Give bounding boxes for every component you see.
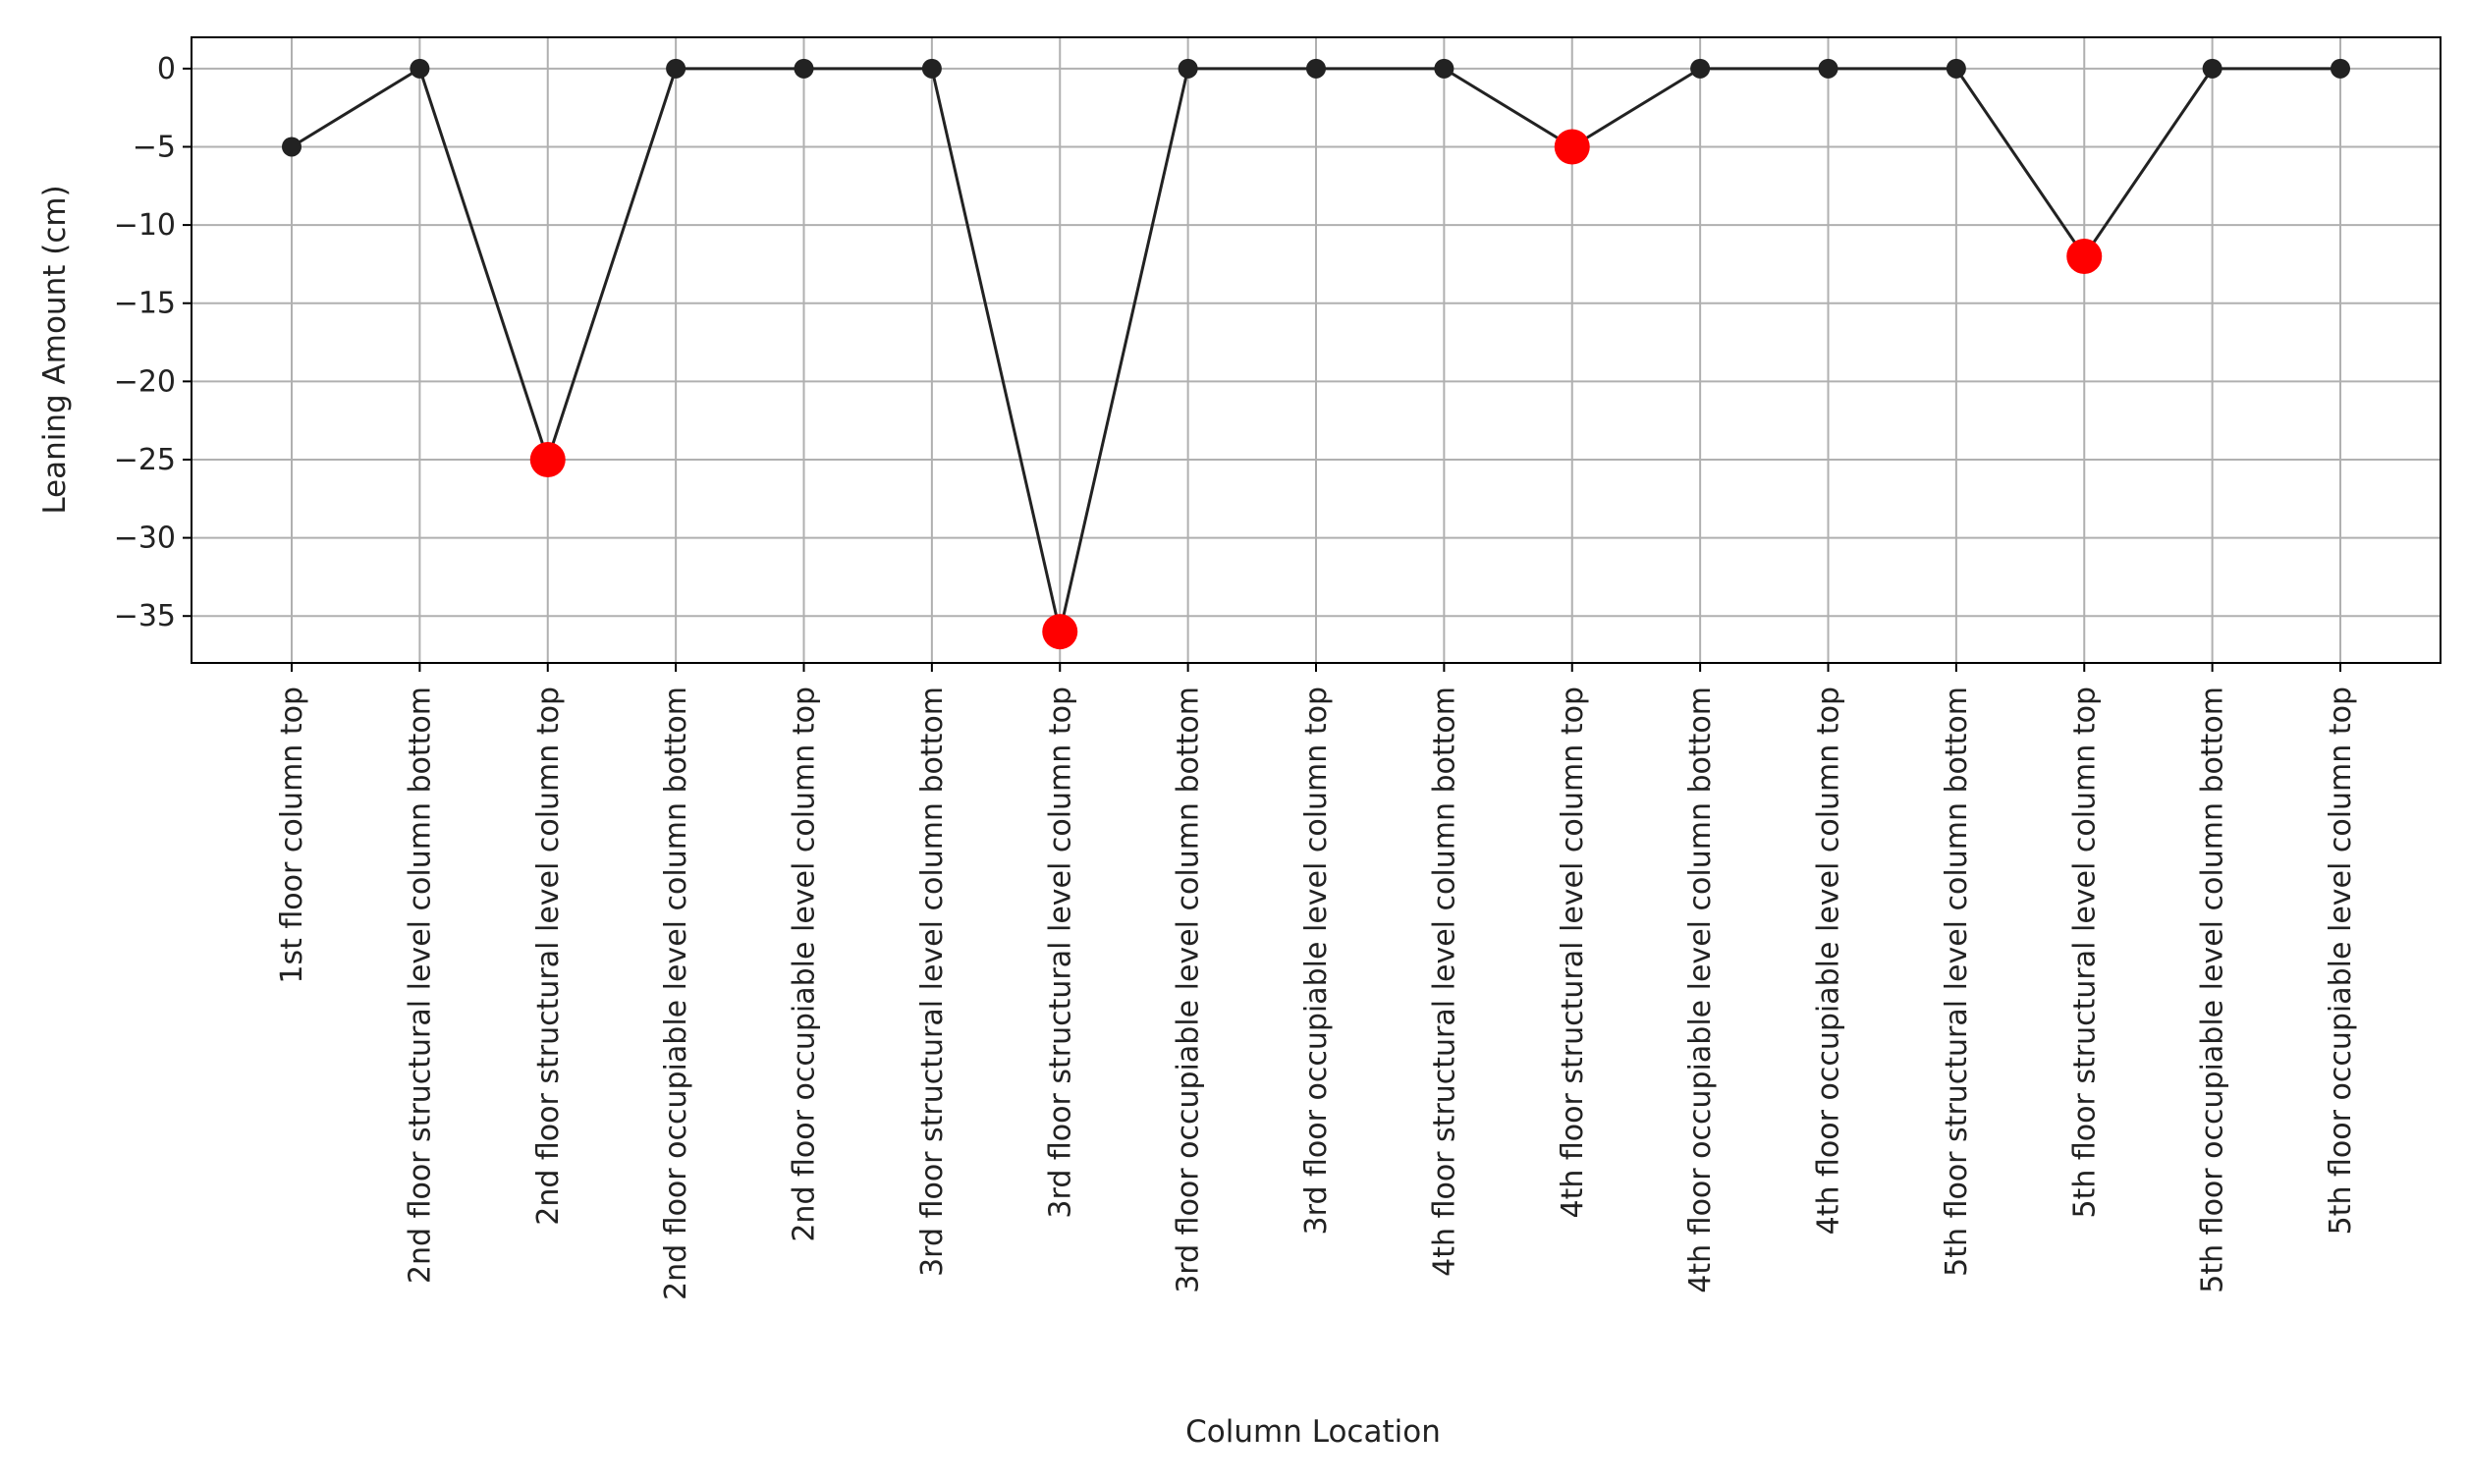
data-point xyxy=(1818,58,1838,79)
x-tick-label: 3rd floor structural level column bottom xyxy=(915,687,950,1277)
data-point xyxy=(1690,58,1711,79)
data-point xyxy=(1306,58,1326,79)
data-point xyxy=(921,58,942,79)
highlighted-data-point xyxy=(1554,129,1590,165)
x-tick-label: 2nd floor occupiable level column bottom xyxy=(659,687,693,1300)
data-point xyxy=(1946,58,1966,79)
y-tick-label: −15 xyxy=(114,287,176,321)
highlighted-data-point xyxy=(1042,614,1078,650)
x-tick-label: 5th floor occupiable level column top xyxy=(2324,687,2358,1235)
data-point xyxy=(2331,58,2350,79)
x-tick-label: 5th floor structural level column bottom xyxy=(1940,687,1974,1277)
data-point xyxy=(410,58,430,79)
y-tick-label: −20 xyxy=(114,364,176,399)
x-tick-label: 1st floor column top xyxy=(275,687,309,984)
grid-lines xyxy=(192,37,2441,663)
data-point xyxy=(666,58,686,79)
x-tick-label: 4th floor structural level column top xyxy=(1556,687,1590,1218)
y-tick-label: −35 xyxy=(114,599,176,633)
x-tick-label: 4th floor occupiable level column bottom xyxy=(1683,687,1718,1293)
highlighted-data-point xyxy=(2066,238,2103,274)
x-tick-label: 3rd floor structural level column top xyxy=(1043,687,1077,1219)
data-point xyxy=(1434,58,1454,79)
x-tick-label: 2nd floor structural level column top xyxy=(531,687,566,1226)
y-tick-label: −10 xyxy=(114,208,176,243)
data-point xyxy=(282,137,302,157)
x-tick-label: 4th floor structural level column bottom xyxy=(1427,687,1461,1277)
y-tick-label: −25 xyxy=(114,443,176,477)
x-tick-label: 5th floor occupiable level column bottom xyxy=(2196,687,2230,1293)
data-point xyxy=(794,58,814,79)
x-tick-label: 4th floor occupiable level column top xyxy=(1812,687,1846,1235)
x-tick-label: 2nd floor structural level column bottom xyxy=(403,687,437,1284)
highlighted-data-point xyxy=(529,441,566,477)
x-axis-ticks: 1st floor column top 2nd floor structural… xyxy=(275,663,2358,1300)
data-point xyxy=(2202,58,2222,79)
data-point xyxy=(1178,58,1198,79)
x-tick-label: 3rd floor occupiable level column bottom xyxy=(1172,687,1206,1293)
data-points xyxy=(282,58,2350,650)
y-tick-label: −5 xyxy=(133,130,176,164)
x-tick-label: 5th floor structural level column top xyxy=(2067,687,2102,1218)
x-tick-label: 2nd floor occupiable level column top xyxy=(788,687,822,1242)
x-tick-label: 3rd floor occupiable level column top xyxy=(1299,687,1334,1235)
y-tick-label: 0 xyxy=(157,52,176,86)
y-axis-ticks: 0 −5 −10 −15 −20 −25 −30 −35 xyxy=(114,52,192,633)
y-tick-label: −30 xyxy=(114,522,176,556)
y-axis-label: Leaning Amount (cm) xyxy=(37,185,73,514)
x-axis-label: Column Location xyxy=(1185,1414,1441,1450)
